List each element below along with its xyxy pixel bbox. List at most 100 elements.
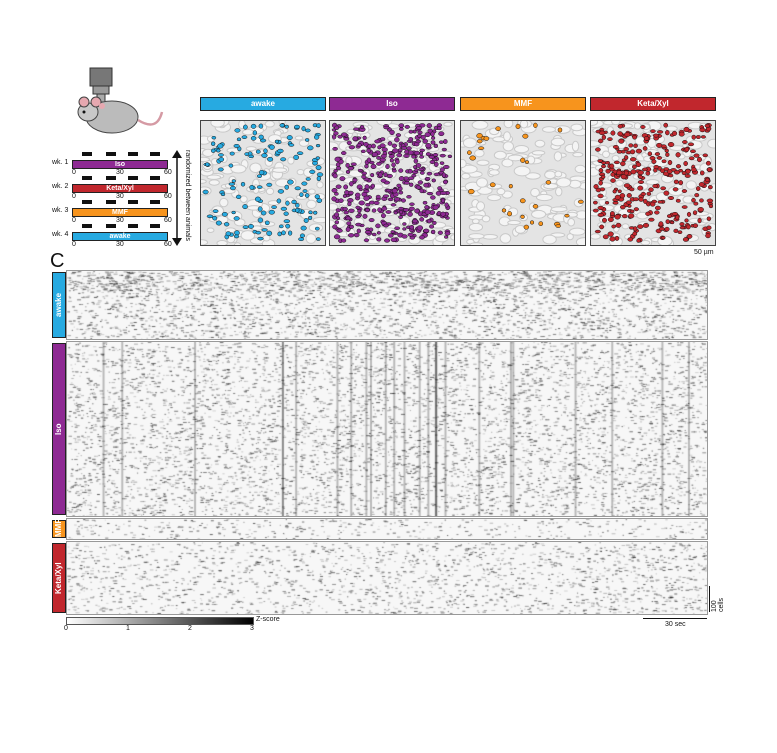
cell-roi: [257, 206, 263, 212]
cell-roi: [424, 204, 430, 210]
texture-mark: [554, 170, 563, 178]
texture-mark: [550, 137, 566, 147]
texture-mark: [482, 233, 499, 240]
cell-roi: [380, 137, 386, 142]
cell-roi: [359, 124, 365, 129]
cell-roi: [432, 220, 437, 225]
cell-roi: [430, 229, 436, 235]
cell-roi: [378, 172, 383, 178]
texture-mark: [492, 136, 506, 143]
cell-roi: [444, 235, 449, 239]
cell-roi: [665, 219, 670, 224]
cell-roi: [408, 206, 415, 211]
cell-roi: [363, 195, 370, 201]
cell-roi: [681, 171, 687, 176]
cell-roi: [216, 148, 221, 153]
raster-label-2: MMF: [52, 519, 66, 538]
cell-roi: [557, 127, 563, 133]
cells-scale-label: 100 cells: [711, 597, 725, 612]
cell-roi: [664, 226, 670, 232]
cell-roi: [612, 144, 619, 149]
texture-mark: [572, 152, 584, 158]
cell-roi: [300, 225, 307, 231]
colorbar-tick: 2: [188, 625, 192, 632]
condition-header-3: Keta/Xyl: [590, 97, 716, 111]
cell-roi: [362, 213, 368, 219]
texture-mark: [468, 222, 484, 232]
cell-roi: [420, 170, 425, 175]
cell-roi: [229, 151, 235, 156]
cell-roi: [287, 179, 294, 185]
session-block: [106, 152, 116, 156]
cell-roi: [438, 131, 445, 137]
cell-roi: [404, 124, 410, 129]
cell-roi: [244, 152, 250, 156]
cell-roi: [399, 127, 404, 131]
cell-roi: [368, 218, 375, 223]
texture-mark: [316, 181, 324, 189]
cells-scale-line: [709, 586, 710, 612]
cell-roi: [416, 125, 423, 130]
randomized-arrow: [172, 150, 182, 246]
cell-roi: [597, 212, 604, 217]
cell-roi: [660, 168, 665, 174]
week-tick: 30: [116, 193, 124, 200]
texture-mark: [210, 121, 225, 128]
texture-mark: [476, 201, 486, 211]
cell-roi: [654, 152, 660, 156]
session-block: [106, 176, 116, 180]
texture-mark: [602, 150, 611, 159]
mouse-microscope-icon: [77, 67, 164, 134]
cell-roi: [675, 198, 681, 203]
cell-roi: [640, 191, 646, 197]
cell-roi: [402, 207, 410, 212]
cell-roi: [364, 184, 370, 190]
cell-roi: [609, 163, 615, 169]
cell-roi: [205, 162, 210, 167]
cell-roi: [607, 217, 614, 223]
cell-roi: [637, 224, 644, 229]
cell-roi: [269, 144, 275, 150]
texture-mark: [503, 121, 514, 129]
cell-roi: [642, 222, 650, 228]
cell-roi: [620, 174, 627, 180]
texture-mark: [208, 179, 220, 186]
cell-roi: [661, 159, 667, 164]
cell-roi: [304, 128, 311, 133]
cell-roi: [268, 209, 275, 215]
texture-mark: [571, 140, 580, 152]
cell-roi: [599, 224, 605, 230]
cell-roi: [278, 224, 284, 229]
cell-roi: [426, 123, 432, 129]
randomized-label: randomized between animals: [184, 150, 191, 242]
cell-roi: [508, 183, 513, 189]
cell-roi: [686, 211, 692, 217]
cell-roi: [441, 147, 447, 152]
cell-roi: [316, 176, 321, 182]
cell-roi: [315, 237, 321, 241]
texture-mark: [305, 233, 317, 244]
texture-mark: [399, 216, 411, 227]
cell-roi: [418, 167, 424, 172]
cell-roi: [599, 187, 605, 192]
cell-roi: [217, 143, 224, 149]
cell-roi: [346, 221, 352, 226]
cell-roi: [277, 231, 282, 237]
cell-roi: [228, 182, 236, 186]
texture-mark: [493, 150, 507, 160]
cell-roi: [620, 161, 626, 167]
cell-roi: [233, 234, 240, 239]
cell-roi: [398, 215, 403, 219]
colorbar-tick: 0: [64, 625, 68, 632]
cell-roi: [395, 133, 402, 138]
texture-mark: [240, 230, 256, 241]
cell-roi: [345, 162, 350, 168]
time-scale-label: 30 sec: [665, 621, 686, 628]
cell-roi: [604, 201, 610, 205]
cell-roi: [601, 164, 606, 169]
cell-roi: [234, 128, 241, 133]
cell-roi: [249, 184, 255, 190]
cell-roi: [444, 231, 451, 236]
cell-roi: [411, 173, 417, 178]
texture-mark: [567, 218, 576, 227]
